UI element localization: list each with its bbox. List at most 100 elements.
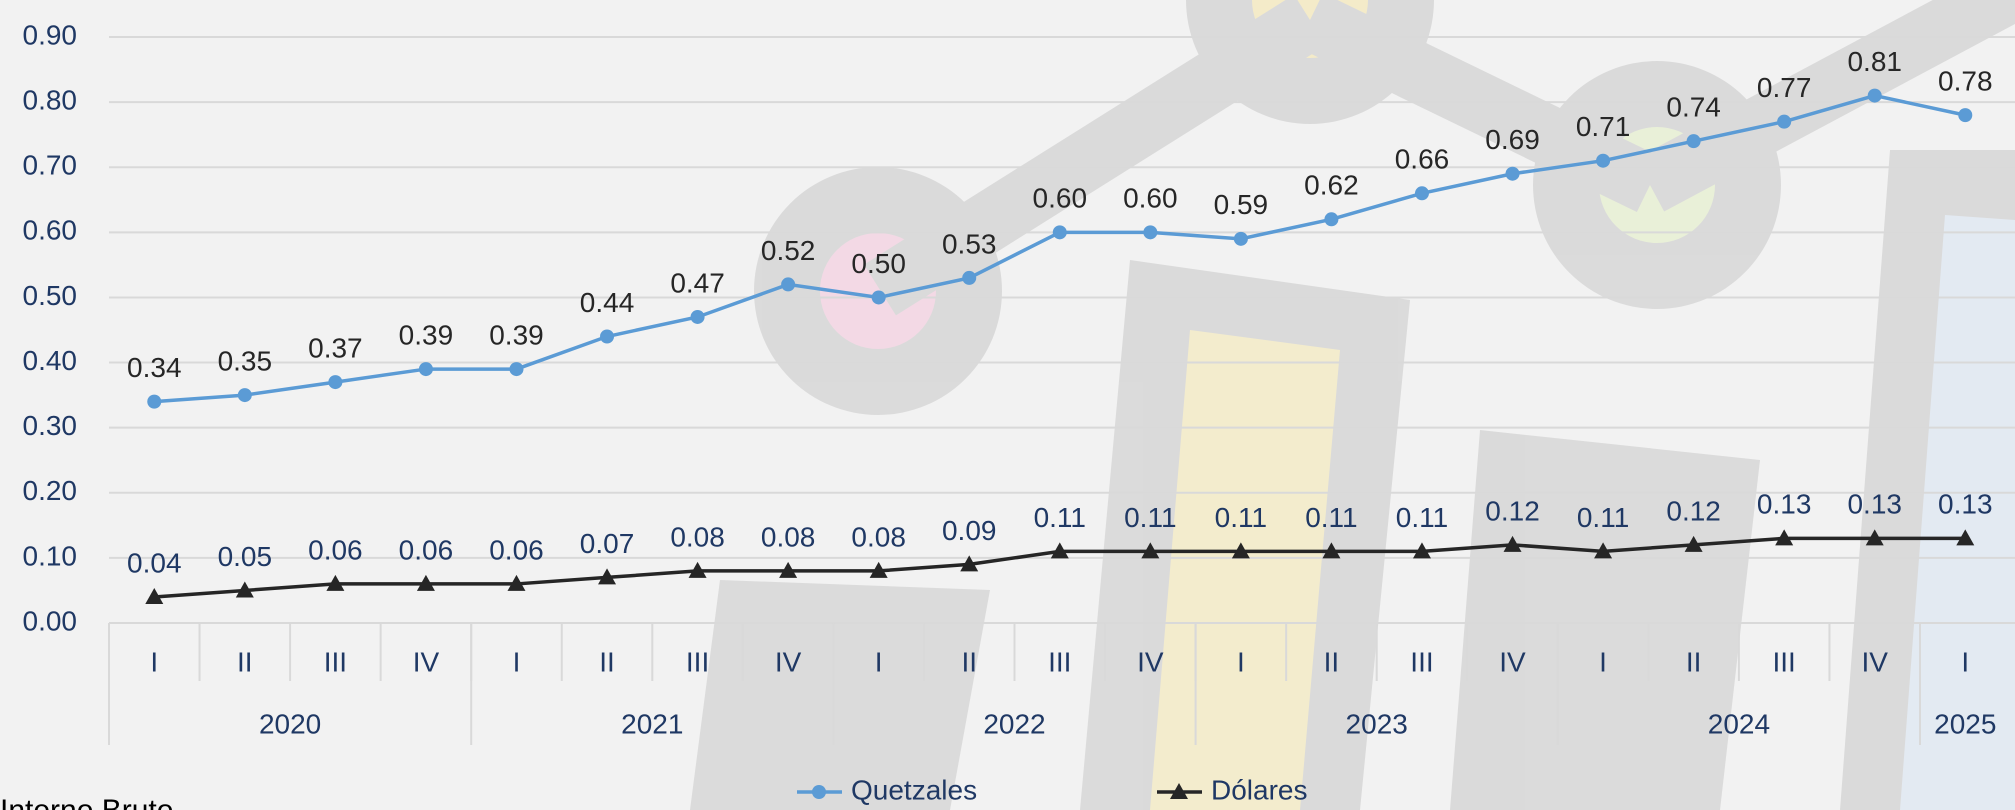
marker <box>1506 167 1520 181</box>
y-tick-label: 0.00 <box>23 605 78 636</box>
x-group-label: 2021 <box>621 708 683 739</box>
y-tick-label: 0.90 <box>23 19 78 50</box>
data-label: 0.39 <box>489 319 544 350</box>
data-label: 0.37 <box>308 332 363 363</box>
marker <box>781 277 795 291</box>
data-label: 0.78 <box>1938 66 1993 97</box>
x-tick-label: III <box>1410 646 1433 677</box>
marker <box>872 290 886 304</box>
marker <box>328 375 342 389</box>
data-label: 0.11 <box>1396 502 1448 533</box>
x-tick-label: III <box>1048 646 1071 677</box>
data-label: 0.50 <box>851 248 906 279</box>
data-label: 0.06 <box>399 534 454 565</box>
data-label: 0.60 <box>1123 183 1178 214</box>
data-label: 0.47 <box>670 267 725 298</box>
data-label: 0.06 <box>308 534 363 565</box>
data-label: 0.13 <box>1938 489 1993 520</box>
y-tick-label: 0.30 <box>23 410 78 441</box>
x-tick-label: IV <box>1861 646 1888 677</box>
x-tick-label: II <box>961 646 977 677</box>
background-decoration <box>690 0 2015 810</box>
y-tick-label: 0.20 <box>23 475 78 506</box>
legend-label: Dólares <box>1211 774 1307 805</box>
x-tick-label: II <box>599 646 615 677</box>
x-tick-label: I <box>1237 646 1245 677</box>
x-tick-label: I <box>1961 646 1969 677</box>
data-label: 0.13 <box>1847 489 1902 520</box>
data-label: 0.81 <box>1847 46 1902 77</box>
x-group-label: 2023 <box>1346 708 1408 739</box>
x-group-label: 2022 <box>983 708 1045 739</box>
x-tick-label: I <box>513 646 521 677</box>
data-label: 0.11 <box>1215 502 1267 533</box>
marker <box>691 310 705 324</box>
x-group-label: 2024 <box>1708 708 1770 739</box>
marker <box>419 362 433 376</box>
y-tick-label: 0.50 <box>23 280 78 311</box>
data-label: 0.11 <box>1034 502 1086 533</box>
x-tick-label: I <box>875 646 883 677</box>
data-label: 0.08 <box>851 521 906 552</box>
marker <box>1324 212 1338 226</box>
data-label: 0.05 <box>218 541 273 572</box>
x-tick-label: II <box>237 646 253 677</box>
x-tick-label: I <box>1599 646 1607 677</box>
data-label: 0.62 <box>1304 170 1359 201</box>
marker <box>1143 225 1157 239</box>
data-label: 0.74 <box>1666 92 1721 123</box>
x-tick-label: III <box>1773 646 1796 677</box>
marker <box>1234 232 1248 246</box>
chart: Interno Bruto 0.000.100.200.300.400.500.… <box>0 0 2015 810</box>
data-label: 0.71 <box>1576 111 1631 142</box>
data-label: 0.59 <box>1214 189 1269 220</box>
data-label: 0.12 <box>1485 495 1540 526</box>
marker <box>1958 108 1972 122</box>
x-group-label: 2025 <box>1934 708 1996 739</box>
data-label: 0.09 <box>942 515 997 546</box>
data-label: 0.11 <box>1305 502 1357 533</box>
marker <box>147 395 161 409</box>
data-label: 0.35 <box>218 346 273 377</box>
data-label: 0.06 <box>489 534 544 565</box>
legend-label: Quetzales <box>851 774 977 805</box>
data-label: 0.04 <box>127 547 182 578</box>
data-label: 0.07 <box>580 528 635 559</box>
x-tick-label: III <box>686 646 709 677</box>
data-label: 0.60 <box>1033 183 1088 214</box>
x-tick-label: I <box>150 646 158 677</box>
legend-marker <box>812 785 826 799</box>
data-label: 0.52 <box>761 235 816 266</box>
data-label: 0.66 <box>1395 144 1450 175</box>
data-label: 0.11 <box>1124 502 1176 533</box>
data-label: 0.12 <box>1666 495 1721 526</box>
data-label: 0.13 <box>1757 489 1812 520</box>
x-tick-label: IV <box>413 646 440 677</box>
x-tick-label: IV <box>1499 646 1526 677</box>
marker <box>1415 186 1429 200</box>
data-label: 0.08 <box>670 521 725 552</box>
marker <box>962 271 976 285</box>
marker <box>509 362 523 376</box>
data-label: 0.77 <box>1757 72 1812 103</box>
data-label: 0.34 <box>127 352 182 383</box>
marker <box>1596 154 1610 168</box>
data-label: 0.08 <box>761 521 816 552</box>
marker <box>1687 134 1701 148</box>
marker <box>238 388 252 402</box>
y-tick-label: 0.80 <box>23 85 78 116</box>
x-tick-label: III <box>324 646 347 677</box>
data-label: 0.53 <box>942 228 997 259</box>
data-label: 0.69 <box>1485 124 1540 155</box>
marker <box>600 330 614 344</box>
y-tick-label: 0.40 <box>23 345 78 376</box>
y-tick-label: 0.10 <box>23 540 78 571</box>
marker <box>1777 115 1791 129</box>
x-tick-label: II <box>1324 646 1340 677</box>
marker <box>1868 89 1882 103</box>
x-tick-label: II <box>1686 646 1702 677</box>
x-tick-label: IV <box>1137 646 1164 677</box>
data-label: 0.39 <box>399 319 454 350</box>
y-tick-label: 0.60 <box>23 215 78 246</box>
data-label: 0.11 <box>1577 502 1629 533</box>
